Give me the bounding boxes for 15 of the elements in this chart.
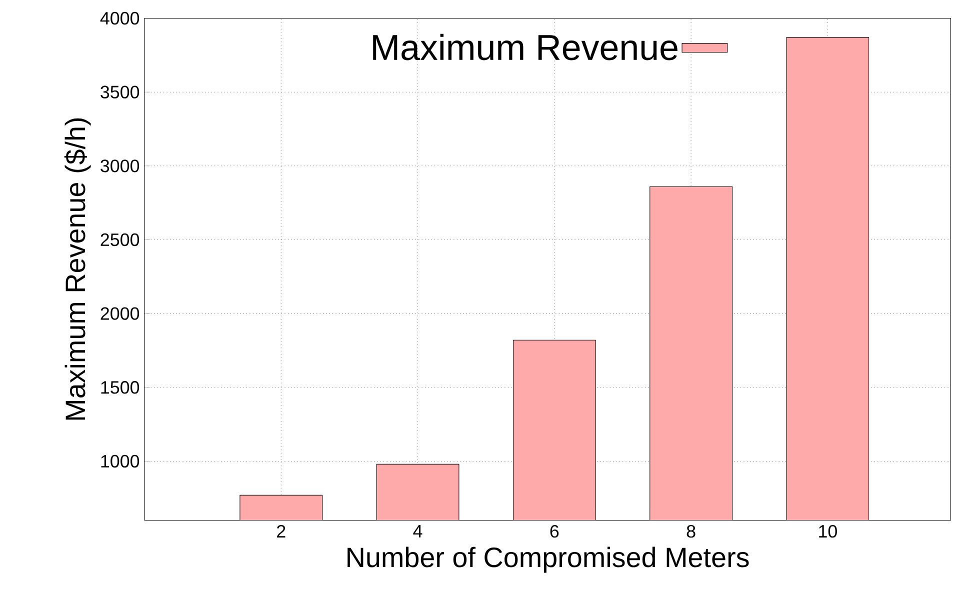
y-tick-label: 3000 (100, 160, 140, 172)
y-axis-title: Maximum Revenue ($/h) (64, 118, 91, 420)
x-tick-label: 6 (550, 525, 559, 538)
y-tick-label: 2000 (100, 307, 140, 320)
x-tick-label: 2 (277, 525, 286, 538)
y-tick-label: 2500 (100, 234, 140, 246)
y-tick-label: 4000 (100, 12, 140, 25)
x-tick-label: 10 (819, 525, 837, 538)
legend-label: Maximum Revenue (373, 34, 678, 60)
y-tick-label: 1000 (101, 455, 140, 468)
x-axis-title: Number of Compromised Meters (348, 546, 749, 573)
x-tick-label: 4 (413, 525, 422, 538)
y-tick-label: 1500 (101, 381, 140, 394)
y-tick-label: 3500 (100, 86, 140, 99)
x-tick-label: 8 (686, 525, 696, 538)
